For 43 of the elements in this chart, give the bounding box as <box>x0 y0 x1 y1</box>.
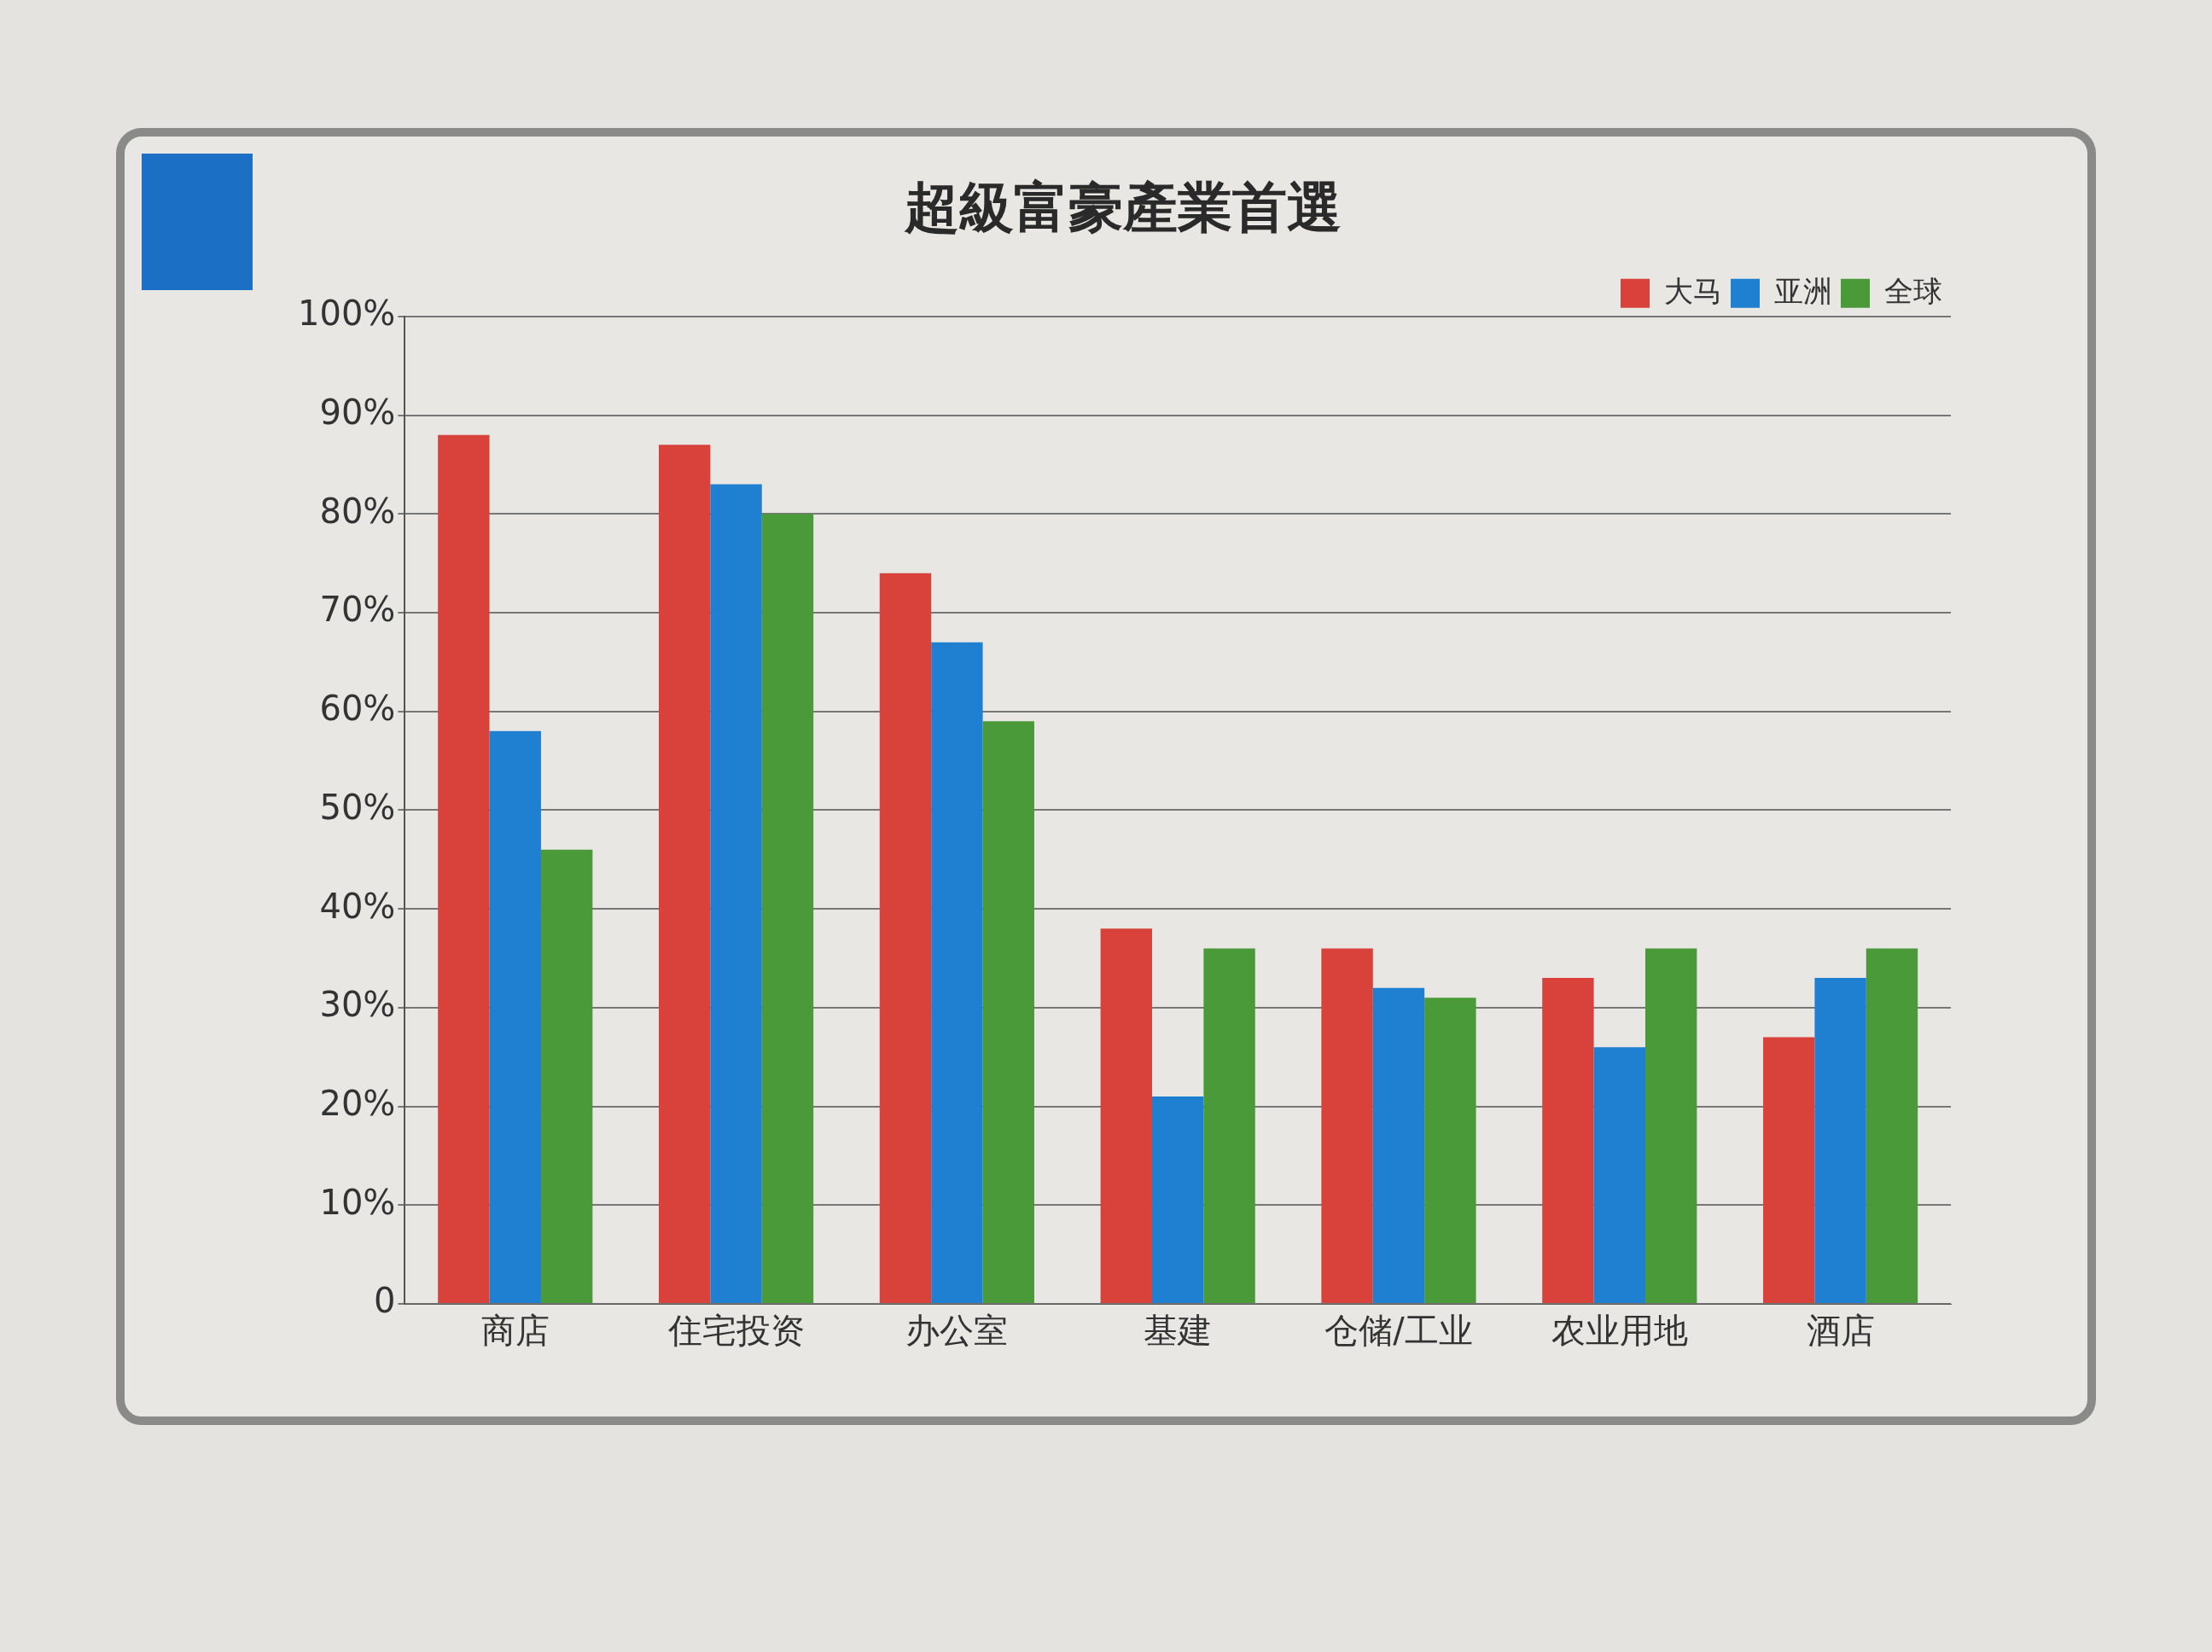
y-tick-label: 70% <box>319 590 396 630</box>
bar <box>1542 978 1594 1303</box>
bar <box>761 514 814 1303</box>
y-tick-label: 0 <box>373 1281 396 1321</box>
y-tick-label: 90% <box>319 392 396 432</box>
bar <box>1424 998 1476 1303</box>
legend-label: 全球 <box>1884 273 1942 308</box>
x-tick-label: 商店 <box>480 1311 550 1351</box>
bar <box>879 573 932 1303</box>
legend-label: 亚洲 <box>1774 273 1832 308</box>
chart-title: 超級富豪產業首選 <box>904 176 1342 240</box>
bar <box>982 721 1034 1303</box>
bar <box>1814 978 1866 1303</box>
bar <box>1644 948 1697 1303</box>
y-tick-label: 80% <box>319 491 396 531</box>
x-tick-label: 仓储/工业 <box>1324 1311 1473 1351</box>
y-tick-label: 50% <box>319 787 396 827</box>
x-tick-label: 基建 <box>1144 1311 1213 1351</box>
bar <box>1203 948 1255 1303</box>
bar <box>438 434 490 1303</box>
bar <box>1100 928 1152 1303</box>
bar <box>658 445 711 1303</box>
bar <box>1372 987 1425 1303</box>
x-tick-label: 办公室 <box>905 1311 1009 1351</box>
y-tick-label: 30% <box>319 985 396 1025</box>
bar <box>1866 948 1918 1303</box>
y-tick-label: 40% <box>319 886 396 926</box>
bar <box>1151 1096 1204 1303</box>
bar <box>710 484 762 1303</box>
y-tick-label: 20% <box>319 1083 396 1123</box>
bar <box>1593 1047 1645 1303</box>
x-tick-label: 农业用地 <box>1551 1311 1688 1351</box>
bar <box>540 849 593 1303</box>
y-tick-label: 10% <box>319 1182 396 1222</box>
y-tick-label: 100% <box>298 294 396 334</box>
x-tick-label: 住宅投资 <box>667 1311 805 1351</box>
bar <box>1321 948 1373 1303</box>
x-tick-label: 酒店 <box>1806 1311 1875 1351</box>
legend-label: 大马 <box>1664 273 1722 308</box>
bar <box>489 730 541 1303</box>
bar <box>931 642 983 1303</box>
bar <box>1763 1037 1815 1303</box>
y-tick-label: 60% <box>319 689 396 729</box>
